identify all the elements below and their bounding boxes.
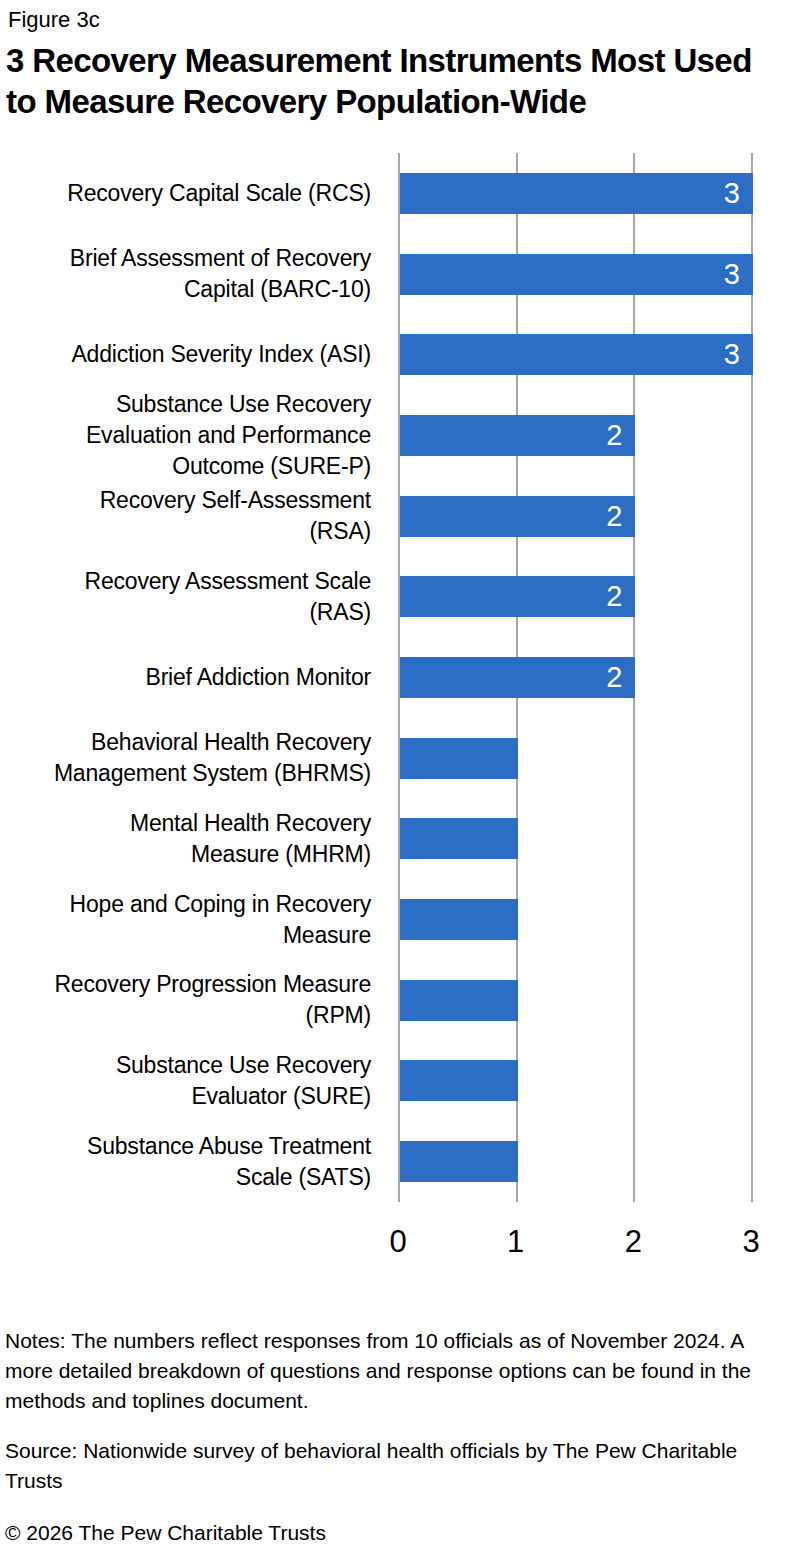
- copyright-text: © 2026 The Pew Charitable Trusts: [5, 1518, 787, 1548]
- bar-row: Substance Use Recovery Evaluation and Pe…: [0, 395, 792, 476]
- bar: 2: [400, 496, 635, 537]
- bar-value-label: 3: [724, 254, 753, 295]
- bar: 3: [400, 334, 753, 375]
- category-label: Substance Abuse Treatment Scale (SATS): [0, 1121, 371, 1202]
- notes-text: Notes: The numbers reflect responses fro…: [5, 1326, 787, 1416]
- bar-value-label: 2: [606, 415, 635, 456]
- bar-row: Hope and Coping in Recovery Measure: [0, 879, 792, 960]
- bar: [400, 980, 518, 1021]
- category-label: Substance Use Recovery Evaluation and Pe…: [0, 395, 371, 476]
- bar: [400, 1141, 518, 1182]
- category-label: Recovery Self-Assessment (RSA): [0, 476, 371, 557]
- bar: 3: [400, 173, 753, 214]
- bar-row: Brief Assessment of Recovery Capital (BA…: [0, 234, 792, 315]
- bar-row: Substance Abuse Treatment Scale (SATS): [0, 1121, 792, 1202]
- bar: 2: [400, 576, 635, 617]
- category-label: Mental Health Recovery Measure (MHRM): [0, 799, 371, 880]
- bar: [400, 818, 518, 859]
- x-tick-label-0: 0: [368, 1222, 428, 1262]
- bar-value-label: 2: [606, 657, 635, 698]
- category-label: Substance Use Recovery Evaluator (SURE): [0, 1041, 371, 1122]
- category-label: Recovery Progression Measure (RPM): [0, 960, 371, 1041]
- figure-label: Figure 3c: [8, 6, 100, 34]
- bar-row: Recovery Capital Scale (RCS) 3: [0, 153, 792, 234]
- bar-row: Mental Health Recovery Measure (MHRM): [0, 799, 792, 880]
- bar-value-label: 3: [724, 173, 753, 214]
- category-label: Behavioral Health Recovery Management Sy…: [0, 718, 371, 799]
- category-label: Hope and Coping in Recovery Measure: [0, 879, 371, 960]
- bar: 3: [400, 254, 753, 295]
- bar-chart: Recovery Capital Scale (RCS) 3 Brief Asses…: [0, 153, 792, 1202]
- bar: 2: [400, 657, 635, 698]
- bar-row: Addiction Severity Index (ASI) 3: [0, 314, 792, 395]
- bar-value-label: 3: [724, 334, 753, 375]
- category-label: Addiction Severity Index (ASI): [0, 314, 371, 395]
- bar-row: Recovery Progression Measure (RPM): [0, 960, 792, 1041]
- bar: 2: [400, 415, 635, 456]
- bar-row: Substance Use Recovery Evaluator (SURE): [0, 1041, 792, 1122]
- bar: [400, 738, 518, 779]
- page-title: 3 Recovery Measurement Instruments Most …: [6, 40, 778, 122]
- bar-row: Brief Addiction Monitor 2: [0, 637, 792, 718]
- x-tick-label-3: 3: [721, 1222, 781, 1262]
- bar-value-label: 2: [606, 496, 635, 537]
- bar: [400, 899, 518, 940]
- category-label: Recovery Assessment Scale (RAS): [0, 556, 371, 637]
- x-tick-label-1: 1: [486, 1222, 546, 1262]
- bar-value-label: 2: [606, 576, 635, 617]
- category-label: Brief Addiction Monitor: [0, 637, 371, 718]
- bar-row: Recovery Assessment Scale (RAS) 2: [0, 556, 792, 637]
- bar: [400, 1060, 518, 1101]
- category-label: Brief Assessment of Recovery Capital (BA…: [0, 234, 371, 315]
- source-text: Source: Nationwide survey of behavioral …: [5, 1436, 787, 1496]
- x-tick-label-2: 2: [603, 1222, 663, 1262]
- x-axis: 0 1 2 3: [0, 1222, 792, 1266]
- category-label: Recovery Capital Scale (RCS): [0, 153, 371, 234]
- bar-row: Recovery Self-Assessment (RSA) 2: [0, 476, 792, 557]
- figure-page: Figure 3c 3 Recovery Measurement Instrum…: [0, 0, 792, 1548]
- bar-row: Behavioral Health Recovery Management Sy…: [0, 718, 792, 799]
